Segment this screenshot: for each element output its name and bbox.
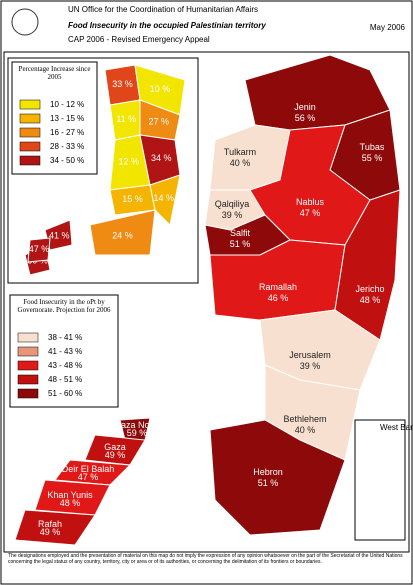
governorate-value: 56 % bbox=[295, 113, 316, 123]
legend-label: 34 - 50 % bbox=[50, 156, 84, 165]
locator-label: West Bank bbox=[380, 423, 413, 432]
legend-label: 10 - 12 % bbox=[50, 100, 84, 109]
legend-title-wrap: Percentage Increase since 2005 bbox=[18, 65, 91, 81]
legend-title-wrap: Food Insecurity in the oPt by Governorat… bbox=[17, 298, 111, 314]
legend-swatch bbox=[17, 346, 39, 357]
legend-label: 48 - 51 % bbox=[48, 375, 82, 384]
inset-label: 10 % bbox=[150, 84, 171, 94]
governorate-value: 48 % bbox=[360, 295, 381, 305]
governorate-value: 51 % bbox=[258, 478, 279, 488]
legend-swatch bbox=[19, 99, 41, 110]
footer: The designations employed and the presen… bbox=[8, 553, 403, 565]
gaza-name: Deir El Balah bbox=[62, 464, 115, 474]
governorate-name: Bethlehem bbox=[283, 414, 326, 424]
governorate-value: 47 % bbox=[300, 208, 321, 218]
governorate-name: Jericho bbox=[355, 284, 384, 294]
title: Food Insecurity in the occupied Palestin… bbox=[68, 21, 266, 30]
inset-region bbox=[27, 237, 51, 263]
gaza-name: Gaza North bbox=[114, 420, 160, 430]
inset-label: 12 % bbox=[118, 157, 139, 167]
legend-label: 28 - 33 % bbox=[50, 142, 84, 151]
date: May 2006 bbox=[370, 23, 406, 32]
inset-region bbox=[149, 174, 181, 227]
legend-title: Food Insecurity in the oPt by Governorat… bbox=[17, 298, 111, 314]
locator-box bbox=[354, 419, 406, 541]
governorate-name: Jenin bbox=[294, 102, 316, 112]
org: UN Office for the Coordination of Humani… bbox=[68, 5, 258, 14]
governorate-name: Tulkarm bbox=[224, 147, 256, 157]
inset-label: 41 % bbox=[49, 230, 70, 240]
subtitle: CAP 2006 - Revised Emergency Appeal bbox=[68, 35, 210, 44]
inset-region bbox=[89, 209, 156, 256]
legend-swatch bbox=[19, 127, 41, 138]
governorate-value: 51 % bbox=[230, 239, 251, 249]
gaza-value: 48 % bbox=[60, 498, 81, 508]
legend-label: 51 - 60 % bbox=[48, 389, 82, 398]
legend-swatch bbox=[19, 113, 41, 124]
governorate-name: Hebron bbox=[253, 467, 283, 477]
gaza-value: 59 % bbox=[127, 428, 148, 438]
gaza-value: 47 % bbox=[78, 472, 99, 482]
inset-label: 15 % bbox=[122, 194, 143, 204]
legend-label: 41 - 43 % bbox=[48, 347, 82, 356]
inset-label: 14 % bbox=[153, 193, 174, 203]
gaza-value: 49 % bbox=[105, 450, 126, 460]
gaza-governorate bbox=[14, 509, 96, 546]
governorate-name: Salfit bbox=[230, 228, 251, 238]
gaza-name: Gaza bbox=[104, 442, 126, 452]
governorate-name: Nablus bbox=[296, 197, 325, 207]
governorate-value: 39 % bbox=[300, 361, 321, 371]
gaza-value: 49 % bbox=[40, 527, 61, 537]
footer-wrap: The designations employed and the presen… bbox=[8, 553, 403, 565]
gaza-name: Rafah bbox=[38, 519, 62, 529]
governorate-value: 39 % bbox=[222, 210, 243, 220]
legend-swatch bbox=[17, 360, 39, 371]
legend-swatch bbox=[19, 155, 41, 166]
governorate-name: Qalqiliya bbox=[215, 199, 250, 209]
governorate-value: 46 % bbox=[268, 293, 289, 303]
legend-swatch bbox=[19, 141, 41, 152]
inset-label: 27 % bbox=[148, 117, 169, 127]
legend-label: 38 - 41 % bbox=[48, 333, 82, 342]
legend-swatch bbox=[17, 374, 39, 385]
legend-label: 16 - 27 % bbox=[50, 128, 84, 137]
governorate-value: 40 % bbox=[295, 425, 316, 435]
governorate-name: Ramallah bbox=[259, 282, 297, 292]
inset-label: 34 % bbox=[151, 153, 172, 163]
governorate-value: 55 % bbox=[362, 153, 383, 163]
inset-label: 33 % bbox=[112, 79, 133, 89]
inset-label: 11 % bbox=[116, 114, 136, 124]
governorate bbox=[209, 419, 346, 536]
legend-title: Percentage Increase since 2005 bbox=[18, 65, 91, 81]
governorate-name: Jerusalem bbox=[289, 350, 331, 360]
legend-swatch bbox=[17, 332, 39, 343]
inset-label: 24 % bbox=[112, 230, 133, 240]
un-logo bbox=[11, 8, 39, 36]
inset-label: 47 % bbox=[29, 244, 50, 254]
gaza-name: Khan Yunis bbox=[47, 490, 93, 500]
governorate-value: 40 % bbox=[230, 158, 251, 168]
legend-swatch bbox=[17, 388, 39, 399]
legend-label: 43 - 48 % bbox=[48, 361, 82, 370]
legend-label: 13 - 15 % bbox=[50, 114, 84, 123]
governorate-name: Tubas bbox=[360, 142, 385, 152]
